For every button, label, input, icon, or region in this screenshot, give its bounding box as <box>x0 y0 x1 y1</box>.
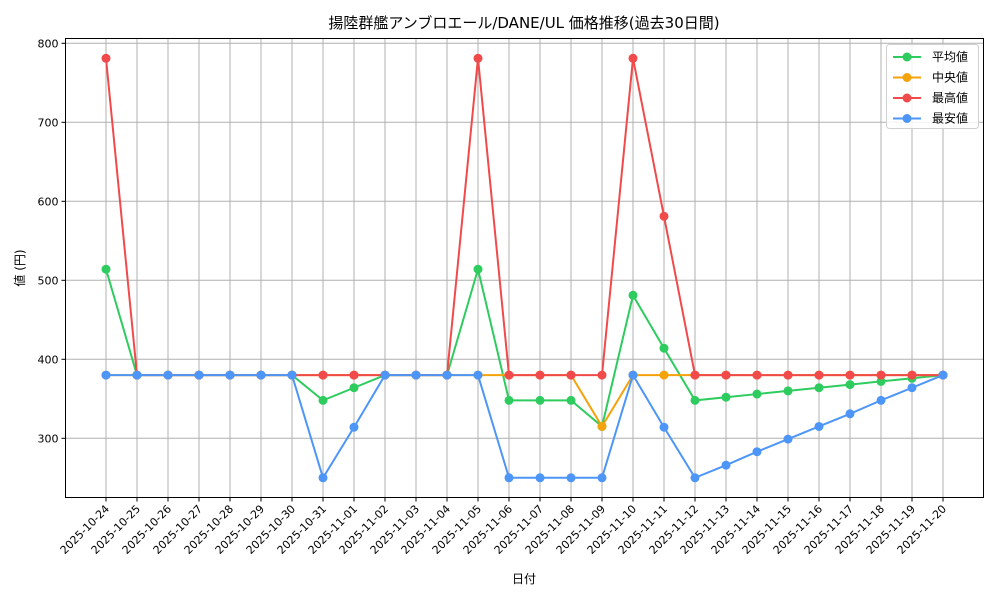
data-point <box>101 53 111 63</box>
data-point <box>504 370 514 380</box>
data-point <box>938 370 948 380</box>
plot-area-frame <box>65 38 984 498</box>
data-point <box>628 290 638 300</box>
y-tick-label: 800 <box>38 37 59 50</box>
data-point <box>845 380 855 390</box>
data-point <box>876 370 886 380</box>
data-point <box>101 264 111 274</box>
data-point <box>783 434 793 444</box>
y-tick-label: 500 <box>38 274 59 287</box>
data-point <box>721 392 731 402</box>
legend-label: 最安値 <box>932 111 968 126</box>
data-point <box>752 370 762 380</box>
x-axis-ticks: 2025-10-242025-10-252025-10-262025-10-27… <box>58 497 949 557</box>
data-point <box>721 460 731 470</box>
data-point <box>876 376 886 386</box>
data-point <box>597 473 607 483</box>
chart-title: 揚陸群艦アンブロエール/DANE/UL 価格推移(過去30日間) <box>328 14 719 32</box>
legend-box <box>886 44 979 129</box>
y-tick-label: 300 <box>38 432 59 445</box>
data-point <box>473 370 483 380</box>
data-point <box>690 473 700 483</box>
data-point <box>845 370 855 380</box>
data-point <box>535 370 545 380</box>
data-point <box>814 421 824 431</box>
y-tick-label: 700 <box>38 116 59 129</box>
legend-label: 最高値 <box>932 90 968 105</box>
data-point <box>814 383 824 393</box>
legend-marker <box>902 114 912 123</box>
data-point <box>318 370 328 380</box>
data-point <box>473 53 483 63</box>
data-point <box>318 395 328 405</box>
y-tick-label: 600 <box>38 195 59 208</box>
data-point <box>659 422 669 432</box>
data-point <box>380 370 390 380</box>
data-point <box>132 370 142 380</box>
data-point <box>659 211 669 221</box>
data-point <box>876 395 886 405</box>
data-point <box>659 370 669 380</box>
series-line <box>106 372 944 481</box>
series-line <box>105 58 943 377</box>
legend-marker <box>902 73 912 82</box>
data-point <box>907 370 917 380</box>
data-point <box>690 395 700 405</box>
data-point <box>907 383 917 393</box>
data-point <box>690 370 700 380</box>
data-point <box>628 53 638 63</box>
data-series <box>101 53 948 483</box>
data-point <box>256 370 266 380</box>
legend-label: 平均値 <box>932 49 968 64</box>
data-point <box>597 370 607 380</box>
data-point <box>225 370 235 380</box>
legend-label: 中央値 <box>932 70 968 85</box>
data-point <box>535 473 545 483</box>
data-point <box>349 370 359 380</box>
y-tick-label: 400 <box>38 353 59 366</box>
data-point <box>411 370 421 380</box>
data-point <box>721 370 731 380</box>
data-point <box>442 370 452 380</box>
data-point <box>566 395 576 405</box>
series-3 <box>101 370 948 483</box>
data-point <box>101 370 111 380</box>
grid-lines <box>65 38 984 498</box>
data-point <box>287 370 297 380</box>
data-point <box>504 473 514 483</box>
data-point <box>349 383 359 393</box>
data-point <box>349 422 359 432</box>
series-line <box>105 265 944 429</box>
x-axis-label: 日付 <box>512 572 536 586</box>
data-point <box>783 386 793 396</box>
legend-marker <box>902 93 912 103</box>
data-point <box>566 473 576 483</box>
data-point <box>504 395 514 405</box>
data-point <box>845 409 855 419</box>
data-point <box>194 370 204 380</box>
data-point <box>535 395 545 405</box>
legend-marker <box>902 52 912 62</box>
data-point <box>659 343 669 353</box>
data-point <box>783 370 793 380</box>
data-point <box>163 370 173 380</box>
data-point <box>473 264 483 274</box>
data-point <box>597 421 607 431</box>
series-0 <box>101 264 948 431</box>
y-axis-ticks: 300 400 500 600 700 800 <box>38 37 66 445</box>
data-point <box>566 370 576 380</box>
data-point <box>752 447 762 457</box>
series-2 <box>101 53 948 380</box>
data-point <box>814 370 824 380</box>
data-point <box>318 473 328 483</box>
data-point <box>752 389 762 399</box>
data-point <box>628 370 638 380</box>
y-axis-label: 値 (円) <box>12 249 27 286</box>
